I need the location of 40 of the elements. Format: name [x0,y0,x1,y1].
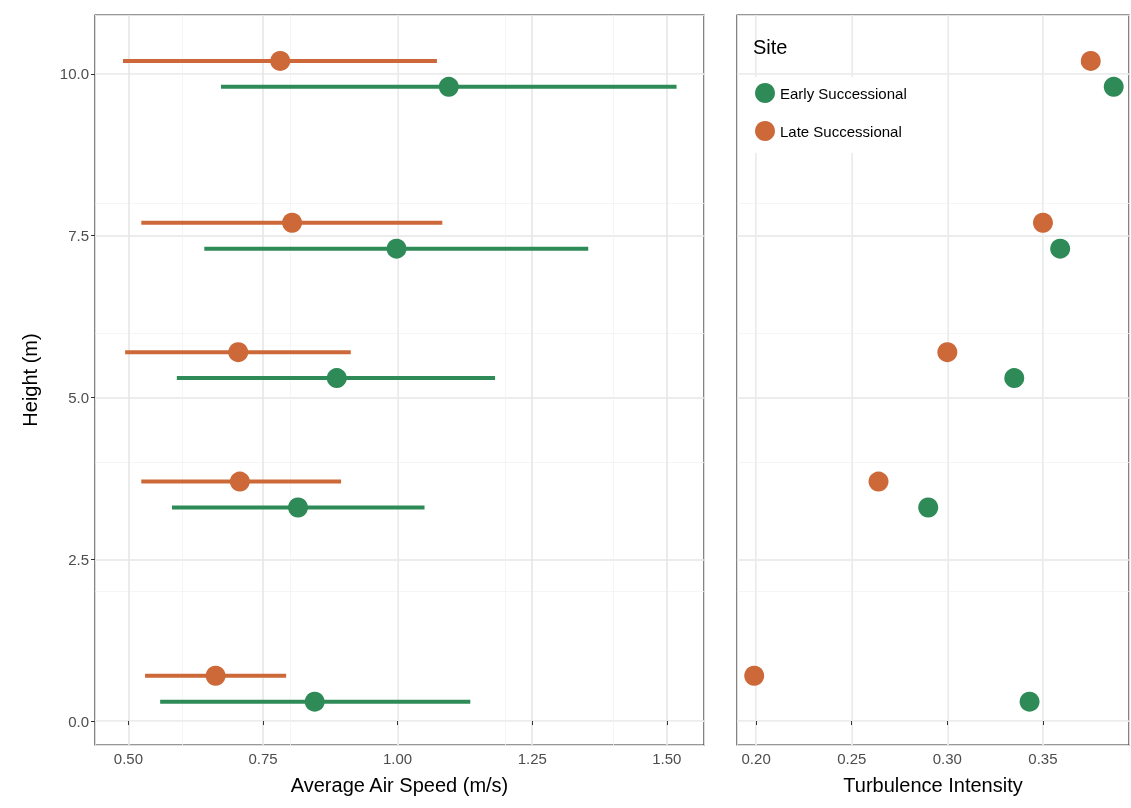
x-tick-label: 0.75 [248,750,278,767]
point [228,342,249,363]
point [282,212,303,233]
point [868,471,889,492]
point [1019,691,1040,712]
point [1050,238,1071,259]
x-tick-label: 0.30 [932,750,962,767]
point [386,238,407,259]
point [937,342,958,363]
y-tick-label: 2.5 [68,550,89,568]
point [1032,212,1053,233]
x-axis-title: Average Air Speed (m/s) [290,774,509,796]
y-tick-label: 0.0 [68,712,89,730]
point [229,471,250,492]
x-tick-label: 0.35 [1028,750,1058,767]
x-tick-label: 1.00 [383,750,413,767]
point [744,665,765,686]
legend-title: Site [753,36,788,58]
x-tick-label: 0.25 [837,750,867,767]
point [1004,368,1025,389]
x-tick-label: 0.50 [113,750,143,767]
y-tick-label: 7.5 [68,227,89,245]
x-tick-label: 1.25 [517,750,547,767]
x-tick-label: 1.50 [652,750,682,767]
x-tick-label: 0.20 [741,750,771,767]
point [205,665,226,686]
point [270,50,291,71]
y-axis-title: Height (m) [19,333,41,427]
point [918,497,939,518]
legend-label: Early Successional [780,84,907,102]
x-axis-title: Turbulence Intensity [843,774,1023,796]
point [288,497,308,518]
point [304,691,325,712]
legend-label: Late Successional [780,122,902,140]
y-tick-label: 10.0 [59,65,89,83]
y-tick-label: 5.0 [68,388,89,406]
point [438,76,459,97]
point [1103,76,1124,97]
point [326,368,347,389]
point [1080,50,1101,71]
